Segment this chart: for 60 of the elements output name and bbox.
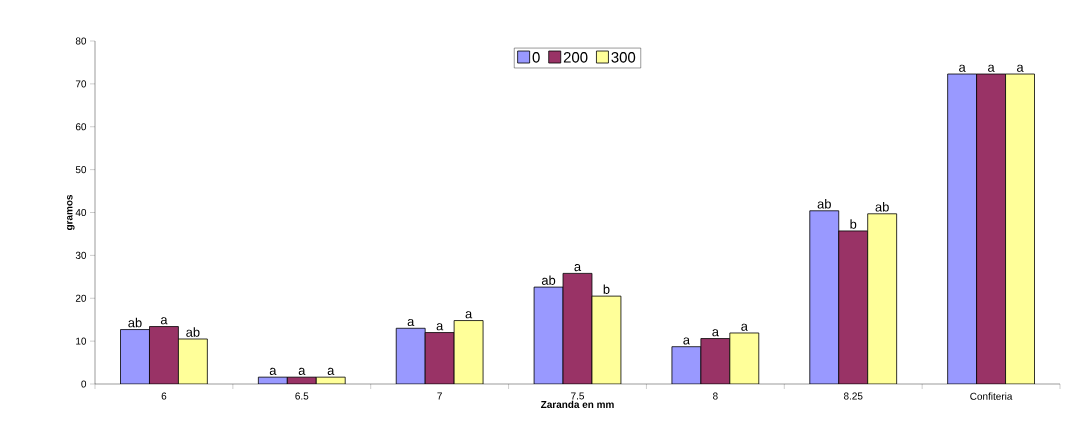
y-tick-label: 70 (75, 80, 87, 88)
bar (178, 338, 208, 384)
data-label: ab (541, 275, 556, 285)
bar (120, 329, 150, 384)
bar (533, 286, 564, 384)
data-label: ab (875, 202, 889, 212)
data-label: a (465, 311, 473, 319)
legend-label: 200 (563, 52, 588, 63)
y-tick-label: 40 (75, 208, 87, 217)
bar (671, 346, 702, 384)
data-label: ab (186, 327, 200, 337)
x-tick-label: 6 (161, 392, 167, 400)
bar (1005, 73, 1035, 384)
bar (591, 295, 622, 384)
data-label: a (574, 264, 582, 272)
x-axis-title: Zaranda en mm (540, 400, 614, 408)
y-tick-label: 20 (75, 294, 87, 302)
bar (149, 326, 179, 384)
data-label: a (269, 367, 277, 375)
data-label: a (298, 367, 306, 375)
data-label: a (160, 317, 168, 325)
bar (867, 213, 898, 384)
data-label: a (683, 337, 691, 345)
data-label: a (712, 329, 719, 337)
legend-label: 300 (611, 52, 636, 63)
data-label: a (741, 323, 748, 331)
x-tick-label: 8.25 (843, 392, 863, 400)
bar (395, 327, 426, 384)
y-axis-title: gramos (67, 194, 75, 231)
x-tick-label: 7.5 (571, 392, 585, 400)
y-tick-label: 30 (75, 251, 87, 259)
bar (729, 332, 760, 384)
bar (424, 332, 455, 384)
x-tick-label: 7 (437, 392, 442, 400)
data-label: b (603, 284, 610, 294)
data-label: a (407, 318, 415, 327)
x-tick-label: 6.5 (295, 392, 309, 400)
data-label: b (850, 219, 857, 229)
bar (976, 73, 1006, 384)
data-label: a (959, 64, 966, 72)
y-tick-label: 0 (81, 380, 87, 388)
bar (700, 338, 731, 384)
data-label: a (436, 323, 444, 331)
y-tick-label: 60 (75, 123, 87, 131)
data-label: ab (817, 199, 831, 209)
bar (838, 230, 869, 384)
y-tick-label: 80 (75, 37, 87, 45)
data-label: a (988, 64, 995, 72)
bar (809, 210, 840, 384)
x-tick-label: Confiteria (970, 392, 1013, 400)
data-label: a (327, 367, 335, 375)
bar (947, 73, 977, 384)
y-tick-label: 10 (76, 337, 87, 345)
bar (453, 320, 484, 384)
data-label: ab (128, 317, 142, 328)
data-label: a (1016, 64, 1024, 72)
bar (562, 272, 593, 384)
x-tick-label: 8 (713, 392, 718, 400)
legend-label: 0 (532, 52, 540, 63)
y-tick-label: 50 (75, 166, 87, 174)
